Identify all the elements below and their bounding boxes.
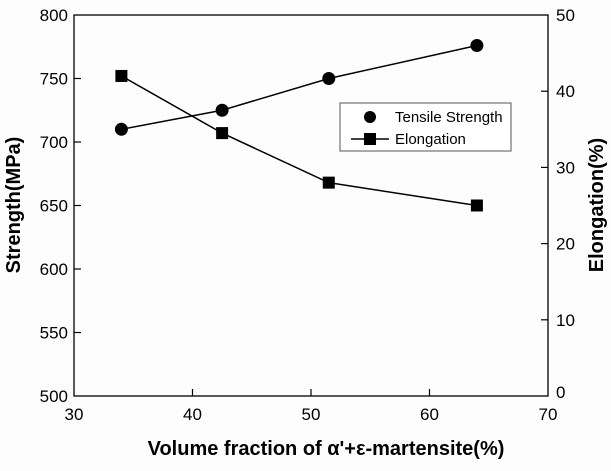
data-point-elongation: [470, 199, 483, 212]
x-tick-label: 50: [302, 405, 321, 424]
y-left-tick-label: 600: [40, 260, 68, 279]
data-point-tensile-strength: [215, 103, 229, 117]
data-point-elongation: [115, 69, 128, 82]
y-axis-right-ticks: 0 10 20 30 40 50: [541, 6, 575, 402]
y-right-tick-label: 50: [556, 6, 575, 25]
y-left-tick-label: 500: [40, 387, 68, 406]
y-axis-right-label: Elongation(%): [586, 138, 608, 272]
y-right-tick-label: 40: [556, 82, 575, 101]
y-axis-left-label: Strength(MPa): [3, 137, 25, 274]
y-right-tick-label: 30: [556, 158, 575, 177]
series-lines: [121, 44, 478, 207]
x-tick-label: 30: [65, 405, 84, 424]
data-point-elongation: [322, 176, 335, 189]
data-point-elongation: [216, 127, 229, 140]
y-left-tick-label: 800: [40, 6, 68, 25]
legend-marker-elongation: [364, 133, 376, 145]
series-markers: [114, 38, 484, 212]
legend-label-elongation: Elongation: [395, 131, 466, 148]
legend-marker-tensile-strength: [364, 111, 376, 123]
y-left-tick-label: 550: [40, 324, 68, 343]
x-axis-ticks: 30 40 50 60 70: [65, 389, 558, 424]
series-line-elongation: [121, 75, 478, 207]
x-tick-label: 70: [539, 405, 558, 424]
x-tick-label: 40: [183, 405, 202, 424]
legend-label-tensile-strength: Tensile Strength: [395, 109, 503, 126]
series-line-tensile-strength: [121, 44, 478, 131]
y-right-tick-label: 10: [556, 311, 575, 330]
x-tick-label: 60: [420, 405, 439, 424]
y-left-tick-label: 650: [40, 197, 68, 216]
data-point-tensile-strength: [114, 122, 128, 136]
data-point-tensile-strength: [470, 38, 484, 52]
y-left-tick-label: 700: [40, 133, 68, 152]
y-right-tick-label: 20: [556, 235, 575, 254]
y-right-tick-label: 0: [556, 383, 565, 402]
y-axis-left-ticks: 500 550 600 650 700 750 800: [40, 6, 81, 406]
x-axis-label: Volume fraction of α'+ε-martensite(%): [148, 438, 505, 460]
y-left-tick-label: 750: [40, 70, 68, 89]
data-point-tensile-strength: [322, 72, 336, 85]
legend: Tensile Strength Elongation: [339, 102, 512, 152]
